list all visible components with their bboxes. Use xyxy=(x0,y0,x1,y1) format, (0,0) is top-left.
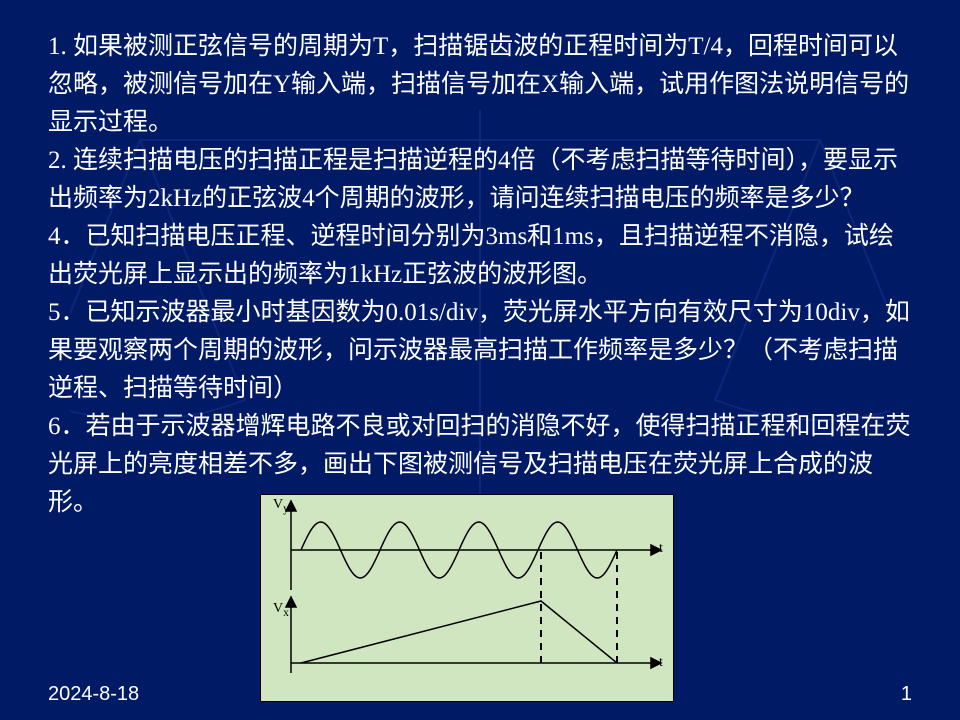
question-2: 2. 连续扫描电压的扫描正程是扫描逆程的4倍（不考虑扫描等待时间），要显示出频率… xyxy=(48,142,912,218)
waveform-diagram: Vy t Vx t xyxy=(260,494,674,702)
slide: 1. 如果被测正弦信号的周期为T，扫描锯齿波的正程时间为T/4，回程时间可以忽略… xyxy=(0,0,960,720)
question-text-block: 1. 如果被测正弦信号的周期为T，扫描锯齿波的正程时间为T/4，回程时间可以忽略… xyxy=(48,28,912,522)
question-4: 4．已知扫描电压正程、逆程时间分别为3ms和1ms，且扫描逆程不消隐，试绘出荧光… xyxy=(48,218,912,294)
t2-label: t xyxy=(659,655,663,671)
footer-date: 2024-8-18 xyxy=(48,683,139,706)
question-1: 1. 如果被测正弦信号的周期为T，扫描锯齿波的正程时间为T/4，回程时间可以忽略… xyxy=(48,28,912,142)
vy-label: Vy xyxy=(273,497,289,515)
waveform-svg xyxy=(261,495,673,701)
vx-label: Vx xyxy=(273,601,289,619)
question-5: 5．已知示波器最小时基因数为0.01s/div，荧光屏水平方向有效尺寸为10di… xyxy=(48,294,912,408)
footer-page: 1 xyxy=(901,683,912,706)
t1-label: t xyxy=(659,541,663,557)
